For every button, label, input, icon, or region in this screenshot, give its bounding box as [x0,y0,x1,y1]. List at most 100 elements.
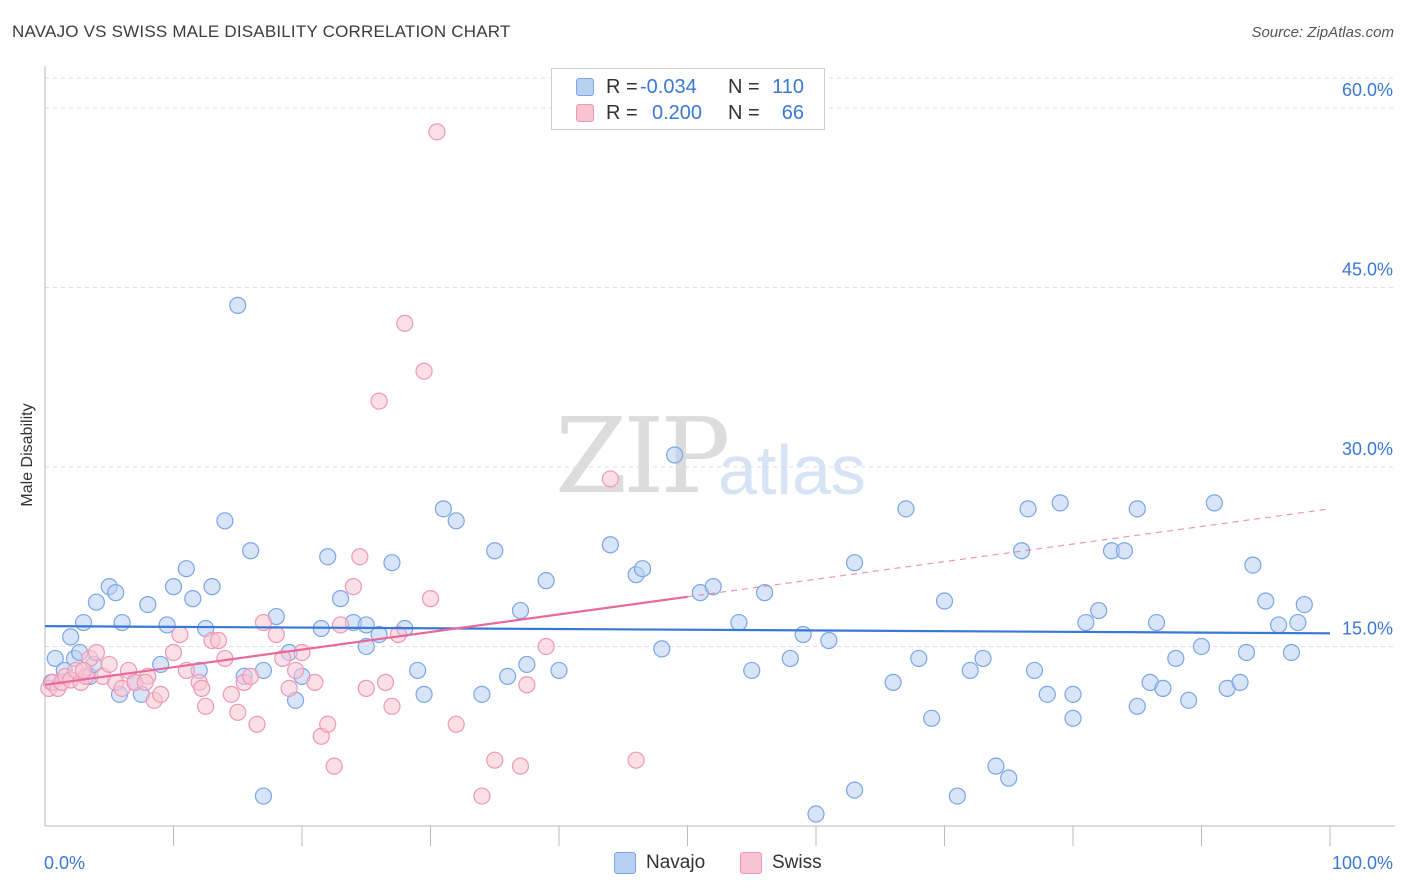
navajo-point [1051,494,1069,512]
swiss-point [319,715,337,733]
swiss-point [344,578,362,596]
navajo-point [550,661,568,680]
r-value-navajo: -0.034 [640,75,697,98]
series-legend: Navajo Swiss [0,852,1406,876]
r-value-swiss: 0.200 [652,101,703,124]
swiss-point [601,470,620,488]
n-value-swiss: 66 [781,101,804,124]
navajo-point [242,542,260,560]
navajo-point [1012,542,1031,560]
navajo-point [1038,685,1056,703]
navajo-point [1205,494,1223,512]
swiss-point [383,697,401,715]
navajo-point [704,578,722,596]
navajo-point [62,628,80,646]
swiss-point [286,661,305,680]
legend-label-swiss: Swiss [772,852,822,873]
navajo-point [499,667,517,686]
watermark-zip: ZIP [555,395,730,517]
navajo-point [473,685,491,703]
navajo-point [87,593,106,611]
swiss-point [164,643,183,662]
navajo-point [254,787,273,805]
swiss-point [415,362,433,380]
navajo-point [1237,643,1256,662]
navajo-point [357,637,375,656]
navajo-point [1090,601,1108,620]
navajo-point [216,512,234,530]
navajo-point [1295,595,1313,614]
navajo-point [486,542,504,560]
navajo-point [229,296,247,314]
navajo-point [46,649,64,668]
navajo-point [158,616,176,634]
navajo-point [1289,613,1307,632]
navajo-point [1180,691,1198,709]
navajo-point [1282,643,1301,662]
navajo-point [1269,616,1288,634]
navajo-point [820,631,838,650]
navajo-point [1192,637,1211,656]
navajo-point [923,709,941,727]
y-tick-label: 15.0% [1342,618,1393,638]
navajo-point [781,649,799,668]
navajo-point [74,613,93,632]
navajo-point [755,584,774,602]
swiss-point [376,673,395,691]
swiss-point [136,673,154,691]
navajo-point [1064,685,1082,703]
navajo-point [1244,556,1262,574]
swiss-point [197,697,215,715]
legend-row-navajo: R = -0.034 N = 110 [576,74,804,100]
navajo-point [845,781,864,799]
navajo-point [1019,500,1037,518]
chart-title: NAVAJO VS SWISS MALE DISABILITY CORRELAT… [12,22,511,41]
navajo-point [845,554,864,572]
navajo-point [1128,500,1146,518]
swiss-point [100,655,118,674]
navajo-point [730,613,748,632]
swiss-point [351,548,369,566]
swiss-point [357,679,375,697]
navajo-point [1128,697,1146,715]
source-label: Source: ZipAtlas.com [1251,24,1394,41]
x-tick-label: 0.0% [44,853,85,873]
navajo-point [884,673,902,691]
navajo-point [948,787,966,805]
navajo-point [666,446,684,464]
navajo-point [164,578,183,596]
y-tick-label: 45.0% [1342,259,1393,279]
y-tick-label: 30.0% [1342,439,1393,459]
swiss-swatch [576,104,594,122]
navajo-point [434,500,452,518]
navajo-point [807,805,825,823]
swiss-point [274,649,292,668]
r-label: R = [606,75,638,98]
navajo-legend-swatch [614,852,636,874]
navajo-point [177,560,195,578]
navajo-point [974,649,992,668]
navajo-point [633,560,652,578]
legend-item-swiss: Swiss [740,852,822,874]
navajo-point [107,584,125,602]
navajo-point [961,661,979,680]
r-label: R = [606,101,638,124]
navajo-point [383,554,401,572]
navajo-point [537,572,555,590]
navajo-point [794,625,812,644]
swiss-point [87,643,106,662]
navajo-point [897,500,915,518]
swiss-point [242,667,260,686]
navajo-swatch [576,78,594,96]
swiss-point [306,673,324,691]
navajo-point [1154,679,1172,697]
navajo-trendline [44,625,1331,635]
legend-label-navajo: Navajo [646,852,706,873]
swiss-point [627,751,645,769]
swiss-point [209,631,228,650]
navajo-point [653,640,671,658]
navajo-point [935,592,954,610]
swiss-point [171,625,189,644]
navajo-point [1064,709,1082,727]
